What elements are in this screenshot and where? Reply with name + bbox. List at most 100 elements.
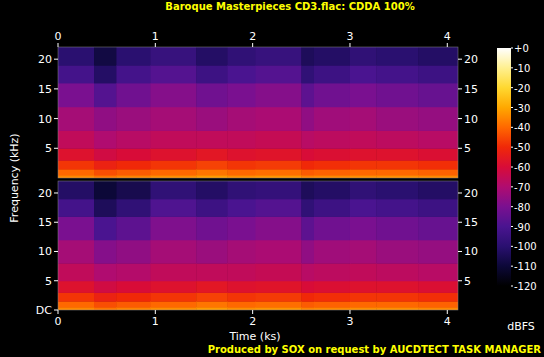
cell bbox=[227, 292, 256, 301]
cell bbox=[196, 148, 228, 160]
cell bbox=[196, 47, 228, 66]
x-tick-label: 1 bbox=[152, 30, 159, 43]
x-tick-label: 1 bbox=[152, 315, 159, 328]
y-tick bbox=[458, 192, 462, 193]
cell bbox=[196, 169, 228, 175]
cell bbox=[376, 47, 418, 66]
x-tick bbox=[447, 43, 448, 47]
cell bbox=[301, 47, 314, 66]
cell bbox=[376, 148, 418, 160]
x-label: Time (ks) bbox=[228, 330, 280, 343]
y-tick-label: 15 bbox=[464, 216, 478, 229]
cell bbox=[94, 148, 117, 160]
z-tick-label: -120 bbox=[514, 281, 537, 292]
z-tick bbox=[511, 286, 513, 287]
cell bbox=[350, 292, 377, 301]
y-tick bbox=[54, 88, 58, 89]
y-tick bbox=[54, 118, 58, 119]
cell bbox=[196, 160, 228, 169]
z-tick bbox=[511, 147, 513, 148]
y-tick bbox=[54, 148, 58, 149]
cell bbox=[376, 160, 418, 169]
cell bbox=[116, 148, 151, 160]
y-tick-label: DC bbox=[36, 304, 52, 317]
x-tick bbox=[155, 310, 156, 314]
cell bbox=[350, 169, 377, 175]
y-tick bbox=[458, 222, 462, 223]
cell bbox=[350, 160, 377, 169]
x-tick-label: 0 bbox=[55, 30, 62, 43]
cell bbox=[58, 83, 95, 107]
z-tick bbox=[511, 206, 513, 207]
title: Baroque Masterpieces CD3.flac: CDDA 100% bbox=[165, 1, 414, 12]
z-tick-label: -90 bbox=[514, 222, 530, 233]
z-tick-label: -70 bbox=[514, 182, 530, 193]
cells bbox=[58, 47, 458, 178]
cell bbox=[58, 65, 95, 83]
cells bbox=[58, 181, 458, 310]
y-tick-label: 5 bbox=[464, 275, 471, 288]
x-tick-label: 0 bbox=[55, 315, 62, 328]
x-tick bbox=[252, 43, 253, 47]
x-tick bbox=[252, 310, 253, 314]
cell bbox=[376, 281, 418, 293]
cell bbox=[418, 148, 458, 160]
cell bbox=[350, 263, 377, 281]
cell bbox=[418, 160, 458, 169]
cell bbox=[116, 199, 151, 217]
cell bbox=[227, 83, 256, 107]
y-tick-label: 5 bbox=[464, 142, 471, 155]
cell bbox=[150, 47, 196, 66]
cell bbox=[376, 107, 418, 131]
cell bbox=[418, 301, 458, 307]
cell bbox=[301, 107, 314, 131]
cell bbox=[314, 281, 351, 293]
z-tick bbox=[511, 226, 513, 227]
cell bbox=[227, 216, 256, 240]
cell bbox=[58, 301, 95, 307]
cell bbox=[350, 47, 377, 66]
cell bbox=[58, 199, 95, 217]
z-tick-label: -100 bbox=[514, 241, 537, 252]
cell bbox=[227, 47, 256, 66]
cell bbox=[350, 181, 377, 199]
cell bbox=[150, 216, 196, 240]
cell bbox=[314, 47, 351, 66]
cell bbox=[256, 83, 302, 107]
cell bbox=[94, 181, 117, 199]
cell bbox=[196, 130, 228, 148]
y-tick-label: 5 bbox=[45, 275, 52, 288]
cell bbox=[256, 47, 302, 66]
cell bbox=[376, 292, 418, 301]
cell bbox=[94, 301, 117, 307]
cell bbox=[350, 199, 377, 217]
cell bbox=[150, 65, 196, 83]
cell bbox=[94, 83, 117, 107]
cell bbox=[94, 240, 117, 264]
z-tick bbox=[511, 186, 513, 187]
cell bbox=[418, 169, 458, 175]
x-tick-label: 2 bbox=[249, 315, 256, 328]
cell bbox=[150, 148, 196, 160]
cell bbox=[418, 292, 458, 301]
cell bbox=[116, 292, 151, 301]
cell bbox=[58, 160, 95, 169]
cell bbox=[227, 301, 256, 307]
cell bbox=[58, 130, 95, 148]
cell bbox=[116, 130, 151, 148]
cell bbox=[301, 281, 314, 293]
cell bbox=[256, 181, 302, 199]
cell bbox=[314, 181, 351, 199]
z-tick-label: -110 bbox=[514, 261, 537, 272]
x-tick bbox=[155, 43, 156, 47]
cell bbox=[418, 47, 458, 66]
cell bbox=[116, 169, 151, 175]
cell bbox=[94, 292, 117, 301]
cell bbox=[116, 83, 151, 107]
cell bbox=[301, 240, 314, 264]
cell bbox=[58, 292, 95, 301]
cell bbox=[116, 107, 151, 131]
cell bbox=[314, 301, 351, 307]
cell bbox=[196, 65, 228, 83]
y-tick-label: 20 bbox=[464, 53, 478, 66]
